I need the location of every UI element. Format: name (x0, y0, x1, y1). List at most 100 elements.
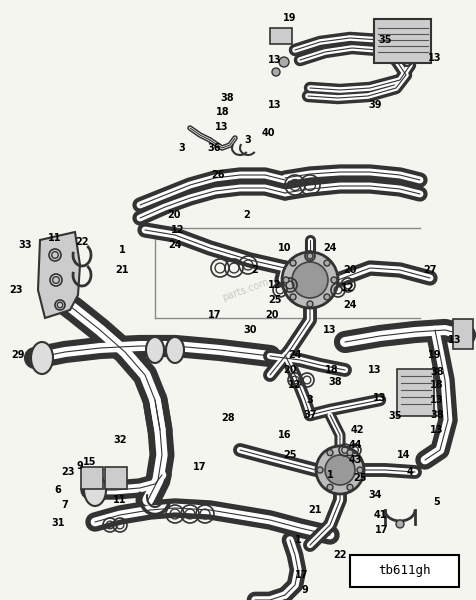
Text: 15: 15 (83, 457, 97, 467)
Circle shape (283, 277, 289, 283)
Bar (350, 555, 459, 587)
Text: 13: 13 (215, 122, 229, 132)
Text: 16: 16 (278, 430, 292, 440)
Text: 14: 14 (397, 450, 411, 460)
Text: 6: 6 (55, 485, 61, 495)
Text: 38: 38 (430, 410, 444, 420)
Circle shape (331, 277, 337, 283)
Text: 35: 35 (388, 411, 402, 421)
Text: 20: 20 (283, 365, 297, 375)
Text: tb611gh: tb611gh (378, 565, 431, 577)
Text: 13: 13 (430, 425, 444, 435)
Text: 34: 34 (368, 490, 382, 500)
Text: 3: 3 (178, 143, 185, 153)
Text: 24: 24 (323, 243, 337, 253)
Text: 20: 20 (265, 310, 279, 320)
Text: 13: 13 (448, 335, 462, 345)
Text: 12: 12 (288, 380, 302, 390)
Text: 1: 1 (119, 245, 125, 255)
Text: 33: 33 (18, 240, 32, 250)
Text: 23: 23 (9, 285, 23, 295)
Circle shape (279, 57, 289, 67)
Circle shape (290, 294, 296, 300)
Text: 24: 24 (288, 350, 302, 360)
Text: 19: 19 (428, 350, 442, 360)
Text: 19: 19 (283, 13, 297, 23)
Text: 12: 12 (171, 225, 185, 235)
Ellipse shape (84, 474, 106, 506)
Text: 2: 2 (244, 210, 250, 220)
Text: 18: 18 (325, 365, 339, 375)
Circle shape (324, 294, 330, 300)
Text: 37: 37 (303, 410, 317, 420)
Text: 24: 24 (168, 240, 182, 250)
Text: 30: 30 (243, 325, 257, 335)
Text: 25: 25 (353, 473, 367, 483)
Text: 13: 13 (373, 393, 387, 403)
Text: 25: 25 (283, 450, 297, 460)
Circle shape (347, 449, 353, 455)
Circle shape (307, 301, 313, 307)
Ellipse shape (166, 337, 184, 363)
Text: 44: 44 (348, 440, 362, 450)
Text: 40: 40 (261, 128, 275, 138)
Text: 21: 21 (308, 505, 322, 515)
Circle shape (357, 467, 363, 473)
Ellipse shape (402, 48, 414, 66)
Text: 38: 38 (328, 377, 342, 387)
FancyBboxPatch shape (374, 19, 431, 63)
Text: 32: 32 (113, 435, 127, 445)
Text: 27: 27 (423, 265, 437, 275)
Text: 5: 5 (434, 497, 440, 507)
Circle shape (272, 68, 280, 76)
Text: 17: 17 (208, 310, 222, 320)
Text: 39: 39 (368, 100, 382, 110)
Circle shape (282, 252, 338, 308)
Text: 18: 18 (430, 380, 444, 390)
Text: 17: 17 (295, 570, 309, 580)
Text: 20: 20 (167, 210, 181, 220)
Text: 9: 9 (302, 585, 308, 595)
Text: 20: 20 (343, 265, 357, 275)
Text: 11: 11 (113, 495, 127, 505)
Text: parts.com: parts.com (220, 277, 270, 303)
Text: 3: 3 (245, 135, 251, 145)
Polygon shape (38, 232, 80, 318)
Text: 31: 31 (51, 518, 65, 528)
Text: 35: 35 (378, 35, 392, 45)
Text: 28: 28 (221, 413, 235, 423)
Circle shape (396, 520, 404, 528)
Circle shape (292, 262, 328, 298)
Text: 43: 43 (348, 455, 362, 465)
Text: 17: 17 (193, 462, 207, 472)
Circle shape (325, 455, 355, 485)
Text: 42: 42 (350, 425, 364, 435)
Circle shape (317, 467, 323, 473)
Ellipse shape (146, 337, 164, 363)
Text: 13: 13 (323, 325, 337, 335)
Circle shape (347, 484, 353, 490)
Text: 11: 11 (48, 233, 62, 243)
Circle shape (316, 446, 364, 494)
Text: 13: 13 (268, 100, 282, 110)
Text: 23: 23 (61, 467, 75, 477)
Text: 26: 26 (211, 170, 225, 180)
Text: 29: 29 (11, 350, 25, 360)
Bar (270, 28, 292, 44)
Text: 13: 13 (430, 395, 444, 405)
Text: 36: 36 (207, 143, 221, 153)
Text: 10: 10 (278, 243, 292, 253)
Text: 17: 17 (375, 525, 389, 535)
Text: 38: 38 (220, 93, 234, 103)
FancyBboxPatch shape (81, 467, 103, 489)
Text: 13: 13 (268, 55, 282, 65)
Circle shape (324, 260, 330, 266)
Text: 13: 13 (428, 53, 442, 63)
Text: 12: 12 (341, 283, 355, 293)
Circle shape (307, 253, 313, 259)
Text: 22: 22 (75, 237, 89, 247)
Text: 21: 21 (115, 265, 129, 275)
Text: 1: 1 (327, 470, 333, 480)
Text: 24: 24 (343, 300, 357, 310)
Text: 7: 7 (61, 500, 69, 510)
